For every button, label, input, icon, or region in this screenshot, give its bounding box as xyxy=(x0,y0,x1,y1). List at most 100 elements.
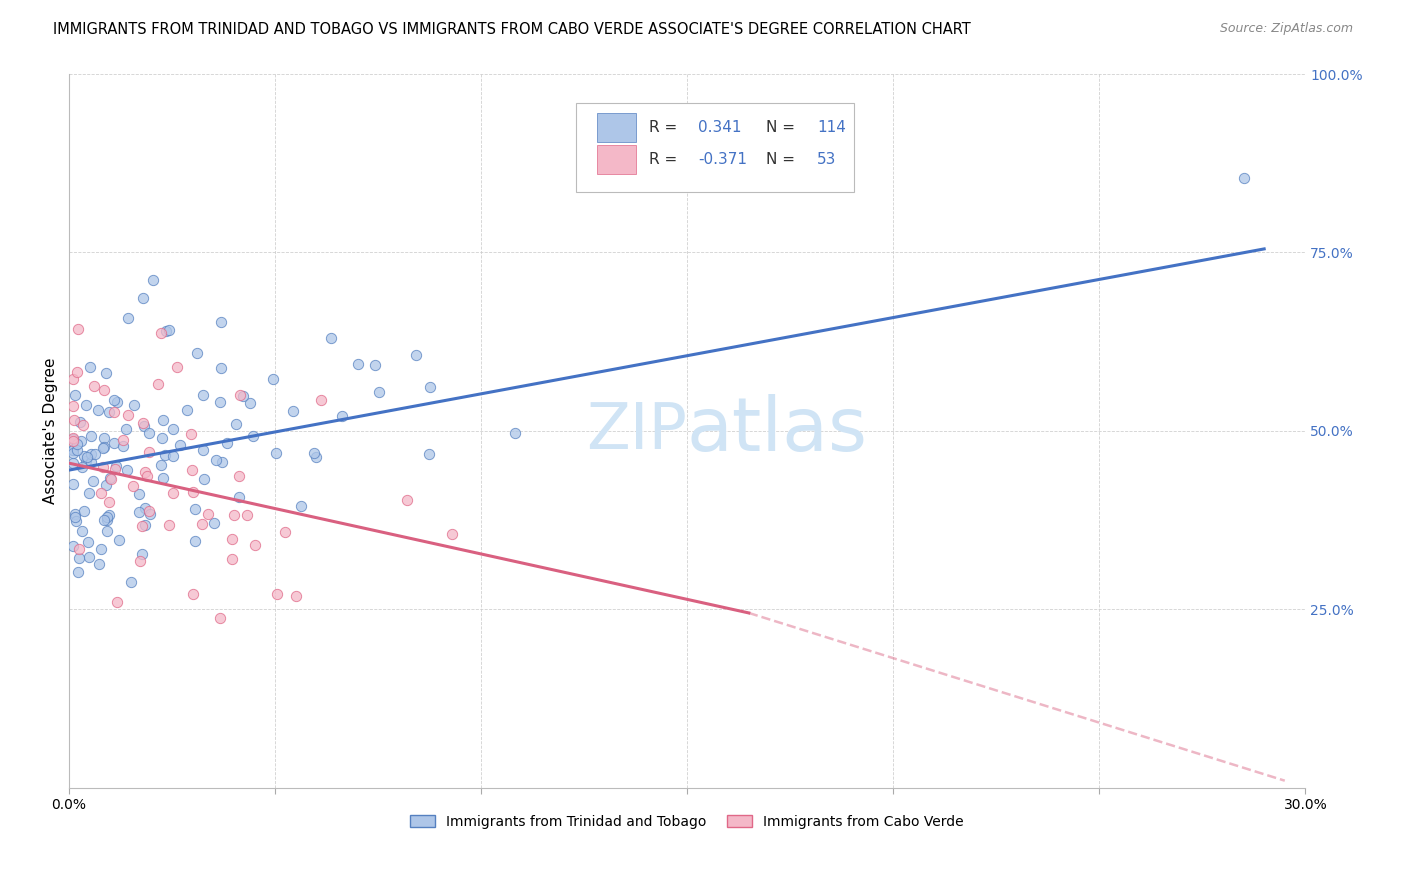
Point xyxy=(162,422,184,436)
Point xyxy=(65,388,87,402)
Point xyxy=(63,507,86,521)
Point xyxy=(152,431,174,445)
Point xyxy=(142,273,165,287)
Point xyxy=(209,315,232,329)
Point xyxy=(66,365,89,379)
Point xyxy=(208,611,231,625)
Point xyxy=(103,392,125,407)
Point xyxy=(1232,170,1254,185)
Point xyxy=(115,463,138,477)
Point xyxy=(162,449,184,463)
Point xyxy=(67,541,90,556)
FancyBboxPatch shape xyxy=(575,103,853,192)
Point xyxy=(132,416,155,430)
Point xyxy=(215,435,238,450)
Point xyxy=(191,516,214,531)
Point xyxy=(62,445,84,459)
Point xyxy=(180,426,202,441)
Point xyxy=(191,388,214,402)
Point xyxy=(67,565,90,579)
Point xyxy=(229,387,252,401)
Point xyxy=(79,486,101,500)
Point xyxy=(89,557,111,571)
Point xyxy=(150,458,173,473)
Point xyxy=(69,415,91,429)
Point xyxy=(90,541,112,556)
Point xyxy=(367,384,389,399)
Point xyxy=(76,450,98,464)
Point xyxy=(184,533,207,548)
Point xyxy=(104,459,127,474)
Point xyxy=(157,323,180,337)
Point xyxy=(93,440,115,454)
Point xyxy=(155,324,177,338)
Point xyxy=(157,517,180,532)
Point xyxy=(222,508,245,522)
FancyBboxPatch shape xyxy=(596,145,637,174)
Point xyxy=(153,448,176,462)
Point xyxy=(65,515,87,529)
Point xyxy=(132,291,155,305)
Point xyxy=(62,476,84,491)
Point xyxy=(62,539,84,553)
Text: 53: 53 xyxy=(817,153,837,167)
Point xyxy=(131,519,153,533)
Point xyxy=(503,426,526,441)
Text: R =: R = xyxy=(648,120,676,135)
Text: ZIP: ZIP xyxy=(586,400,688,462)
Point xyxy=(152,471,174,485)
Point xyxy=(76,534,98,549)
Point xyxy=(67,551,90,566)
Text: Source: ZipAtlas.com: Source: ZipAtlas.com xyxy=(1219,22,1353,36)
Text: R =: R = xyxy=(648,153,676,167)
Point xyxy=(66,322,89,336)
Point xyxy=(62,372,84,386)
Point xyxy=(65,442,87,457)
Point xyxy=(124,398,146,412)
Point xyxy=(205,453,228,467)
Point xyxy=(93,431,115,445)
Point xyxy=(225,417,247,432)
Point xyxy=(87,402,110,417)
Point xyxy=(128,486,150,500)
Point xyxy=(266,587,288,601)
Point xyxy=(62,434,84,448)
Text: -0.371: -0.371 xyxy=(699,153,747,167)
Point xyxy=(162,486,184,500)
Point xyxy=(396,493,419,508)
Point xyxy=(117,408,139,422)
Point xyxy=(96,524,118,539)
Point xyxy=(93,383,115,397)
Point xyxy=(83,379,105,393)
Point xyxy=(181,484,204,499)
Point xyxy=(62,431,84,445)
Point xyxy=(134,418,156,433)
Point xyxy=(122,478,145,492)
Point xyxy=(239,396,262,410)
Point xyxy=(75,398,97,412)
Point xyxy=(264,446,287,460)
Point xyxy=(105,395,128,409)
Point xyxy=(62,432,84,446)
Point xyxy=(418,447,440,461)
Point xyxy=(242,429,264,443)
Point xyxy=(263,372,285,386)
Point xyxy=(283,404,305,418)
Point xyxy=(228,490,250,504)
Point xyxy=(305,450,328,464)
Point xyxy=(236,508,259,523)
Point xyxy=(70,459,93,474)
Point xyxy=(93,513,115,527)
Point xyxy=(94,478,117,492)
Text: atlas: atlas xyxy=(688,394,868,467)
Y-axis label: Associate's Degree: Associate's Degree xyxy=(44,358,58,504)
Point xyxy=(70,434,93,449)
Point xyxy=(90,486,112,500)
Point xyxy=(103,405,125,419)
Point xyxy=(169,438,191,452)
Point xyxy=(309,393,332,408)
Text: 114: 114 xyxy=(817,120,846,135)
Point xyxy=(111,433,134,447)
Point xyxy=(321,330,343,344)
Point xyxy=(63,413,86,427)
